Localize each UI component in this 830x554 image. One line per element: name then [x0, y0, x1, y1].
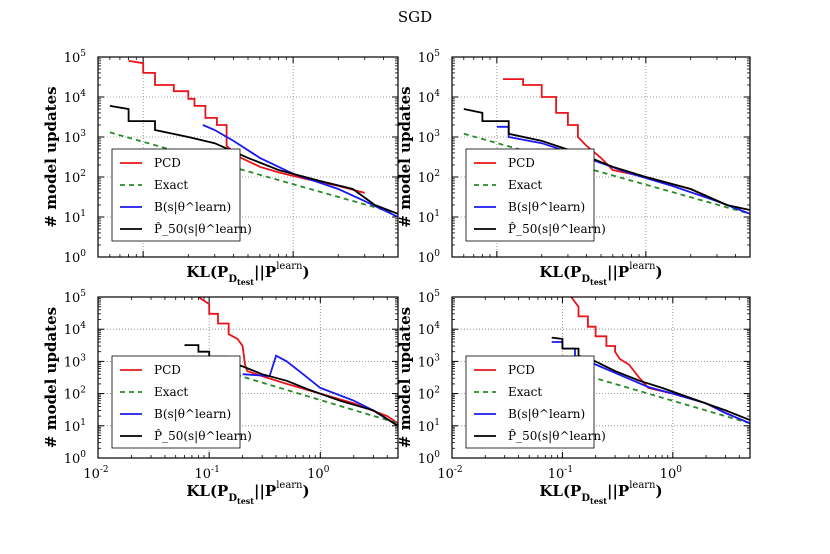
y-axis-label: # model updates [42, 86, 60, 227]
legend-label-pcd: PCD [508, 363, 535, 377]
x-tick-label: 100 [660, 465, 683, 482]
legend-box [465, 355, 595, 449]
series-line-exact [109, 131, 398, 215]
x-tick-label: 100 [307, 465, 330, 482]
axes-frame [97, 296, 399, 459]
y-axis-label: # model updates [42, 307, 60, 448]
y-tick-label: 105 [418, 49, 441, 66]
x-axis-label: KL(PDtest||Plearn) [186, 261, 309, 287]
legend-label-pcd: PCD [508, 156, 535, 170]
y-axis-label: # model updates [396, 307, 414, 448]
panel-top-right: 100 101 102 103 104 105 # model updates KL(PDte… [396, 49, 751, 287]
y-tick-label: 100 [64, 450, 87, 467]
legend-label-pcd: PCD [154, 363, 181, 377]
y-tick-label: 105 [64, 289, 87, 306]
y-tick-label: 105 [418, 289, 441, 306]
legend-label-b: B(s|θ^learn) [154, 200, 231, 214]
series-line-pcd [128, 60, 365, 194]
series-line-p50 [109, 105, 398, 215]
legend-label-p50: P̂_50(s|θ^learn) [508, 428, 606, 443]
series-line-exact [463, 132, 750, 215]
y-tick-label: 100 [418, 450, 441, 467]
x-tick-label: 10-1 [548, 465, 573, 482]
y-tick-label: 103 [418, 129, 441, 146]
x-axis-label: KL(PDtest||Plearn) [539, 261, 662, 287]
y-tick-label: 102 [418, 169, 440, 186]
y-tick-label: 104 [64, 89, 87, 106]
y-tick-label: 103 [418, 353, 441, 370]
legend-label-b: B(s|θ^learn) [508, 200, 585, 214]
series-line-pcd [570, 297, 750, 425]
legend-label-exact: Exact [508, 178, 542, 192]
legend-label-p50: P̂_50(s|θ^learn) [154, 428, 252, 443]
y-tick-label: 104 [418, 89, 441, 106]
legend-label-p50: P̂_50(s|θ^learn) [154, 221, 252, 236]
legend: PCD Exact B(s|θ^learn) P̂_50(s|θ^learn) [111, 355, 252, 449]
y-tick-label: 105 [64, 49, 87, 66]
y-tick-label: 103 [64, 129, 87, 146]
series-group [109, 60, 398, 218]
series-line-p50 [463, 108, 750, 211]
y-tick-label: 102 [64, 386, 86, 403]
legend-label-b: B(s|θ^learn) [154, 407, 231, 421]
legend: PCD Exact B(s|θ^learn) P̂_50(s|θ^learn) [465, 355, 606, 449]
y-tick-label: 101 [64, 418, 86, 435]
y-tick-label: 104 [418, 321, 441, 338]
legend: PCD Exact B(s|θ^learn) P̂_50(s|θ^learn) [111, 148, 252, 242]
x-tick-label: 10-2 [437, 465, 462, 482]
x-tick-label: 10-2 [83, 465, 108, 482]
series-line-b [202, 124, 398, 218]
legend-box [465, 148, 595, 242]
legend: PCD Exact B(s|θ^learn) P̂_50(s|θ^learn) [465, 148, 606, 242]
series-group [463, 78, 750, 215]
y-tick-label: 103 [64, 353, 87, 370]
x-tick-label: 10-1 [194, 465, 219, 482]
legend-label-pcd: PCD [154, 156, 181, 170]
axes-frame [451, 56, 751, 258]
series-line-b [242, 354, 398, 427]
legend-box [111, 148, 241, 242]
y-tick-label: 102 [418, 386, 440, 403]
y-tick-label: 101 [418, 418, 440, 435]
y-tick-label: 104 [64, 321, 87, 338]
x-axis-label: KL(PDtest||Plearn) [539, 480, 662, 506]
y-tick-label: 101 [418, 209, 440, 226]
legend-label-p50: P̂_50(s|θ^learn) [508, 221, 606, 236]
y-tick-label: 101 [64, 209, 86, 226]
y-tick-label: 100 [64, 249, 87, 266]
legend-label-exact: Exact [154, 385, 188, 399]
figure-title: SGD [398, 8, 432, 26]
axes-frame [97, 56, 399, 258]
panel-top-left: 100 101 102 103 104 105 # model updates KL(PDte… [42, 49, 399, 287]
y-tick-label: 102 [64, 169, 86, 186]
legend-label-exact: Exact [508, 385, 542, 399]
y-tick-label: 100 [418, 249, 441, 266]
x-axis-label: KL(PDtest||Plearn) [186, 480, 309, 506]
y-axis-label: # model updates [396, 86, 414, 227]
legend-box [111, 355, 241, 449]
legend-label-b: B(s|θ^learn) [508, 407, 585, 421]
series-line-p50 [551, 336, 750, 421]
axes-frame [451, 296, 751, 459]
legend-label-exact: Exact [154, 178, 188, 192]
